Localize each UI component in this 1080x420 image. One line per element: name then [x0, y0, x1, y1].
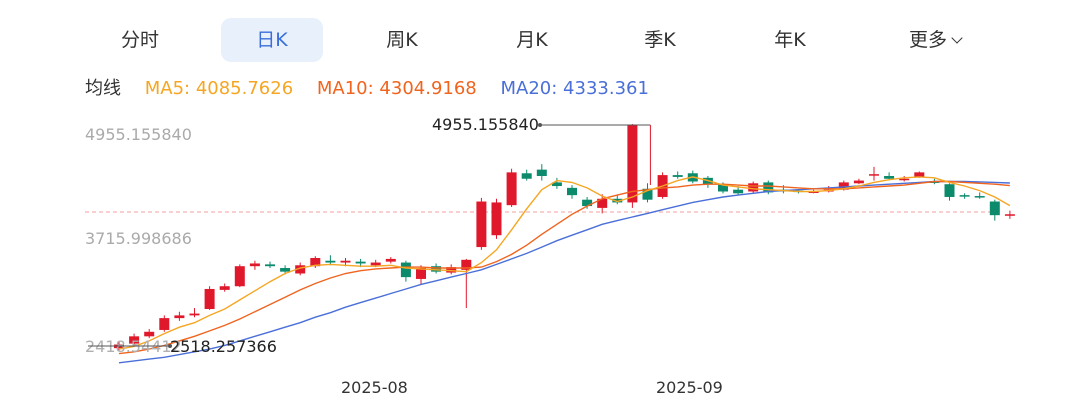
- ma10-value: MA10: 4304.9168: [316, 78, 477, 99]
- x-label-sep: 2025-09: [656, 378, 723, 397]
- candle-body: [763, 182, 774, 193]
- tab-more-label: 更多: [908, 29, 947, 51]
- candle-body: [189, 313, 200, 316]
- max-annotation-label: 4955.155840: [432, 115, 539, 134]
- candle-body: [612, 198, 623, 203]
- candle-body: [340, 260, 351, 263]
- candle-body: [672, 175, 683, 177]
- ma5-value: MA5: 4085.7626: [144, 78, 294, 99]
- tab-daily-k[interactable]: 日K: [221, 18, 323, 62]
- candle-body: [627, 125, 638, 203]
- candle-body: [959, 195, 970, 197]
- candle-body: [1004, 214, 1015, 216]
- candle-body: [461, 259, 472, 270]
- candle-body: [521, 173, 532, 179]
- candle-body: [748, 183, 759, 192]
- candle-body: [370, 262, 381, 266]
- tab-intraday[interactable]: 分时: [120, 29, 159, 51]
- candle-body: [914, 172, 925, 177]
- candle-body: [808, 191, 819, 193]
- candle-body: [310, 257, 321, 267]
- candle-body: [718, 184, 728, 192]
- candle-body: [400, 262, 411, 278]
- candle-body: [551, 182, 562, 187]
- candle-body: [567, 187, 577, 196]
- ma10-line: [118, 180, 1010, 355]
- candle-body: [219, 286, 230, 290]
- tab-monthly-k[interactable]: 月K: [516, 29, 548, 51]
- candle-body: [853, 180, 864, 184]
- candle-body: [597, 198, 608, 208]
- y-label-top: 4955.155840: [85, 125, 192, 144]
- candle-body: [869, 174, 879, 176]
- ma20-value: MA20: 4333.361: [500, 78, 649, 99]
- candle-body: [733, 189, 744, 194]
- candle-body: [234, 266, 245, 287]
- tab-yearly-k[interactable]: 年K: [774, 29, 806, 51]
- candle-body: [446, 267, 457, 273]
- min-annotation-dot: [168, 344, 172, 348]
- candle-body: [416, 268, 426, 279]
- y-label-mid: 3715.998686: [85, 229, 192, 248]
- candle-body: [506, 172, 517, 206]
- tab-more[interactable]: 更多: [890, 18, 980, 62]
- tab-quarterly-k[interactable]: 季K: [644, 29, 676, 51]
- candle-body: [159, 318, 170, 330]
- candle-body: [280, 268, 291, 272]
- candle-body: [884, 176, 895, 179]
- candle-body: [989, 201, 1000, 216]
- period-tabs: 分时 日K 周K 月K 季K 年K 更多: [0, 18, 1080, 64]
- candle-body: [476, 201, 487, 248]
- tab-weekly-k[interactable]: 周K: [386, 29, 418, 51]
- candle-body: [249, 263, 260, 267]
- candle-body: [204, 288, 215, 310]
- candle-body: [582, 199, 593, 207]
- candle-body: [491, 202, 502, 236]
- candle-body: [899, 178, 910, 181]
- candle-body: [355, 261, 366, 264]
- candle-body: [129, 336, 140, 344]
- ma20-line: [118, 180, 1010, 364]
- candle-body: [944, 184, 955, 197]
- candle-body: [295, 265, 306, 274]
- x-label-aug: 2025-08: [341, 378, 408, 397]
- candle-body: [974, 196, 985, 198]
- min-annotation-label: 2518.257366: [170, 337, 277, 356]
- max-annotation-dot: [538, 123, 542, 127]
- ma5-line: [118, 176, 1011, 350]
- candle-body: [174, 315, 185, 319]
- candle-body: [642, 188, 653, 200]
- candle-body: [144, 331, 155, 337]
- candle-body: [385, 258, 396, 262]
- candle-body: [838, 182, 849, 190]
- candle-body: [929, 181, 940, 183]
- candle-body: [536, 169, 547, 177]
- ma-title: 均线: [85, 78, 121, 99]
- candle-body: [431, 266, 442, 272]
- candle-body: [265, 264, 275, 267]
- candle-body: [325, 260, 336, 263]
- ma-legend: 均线 MA5: 4085.7626 MA10: 4304.9168 MA20: …: [85, 74, 667, 100]
